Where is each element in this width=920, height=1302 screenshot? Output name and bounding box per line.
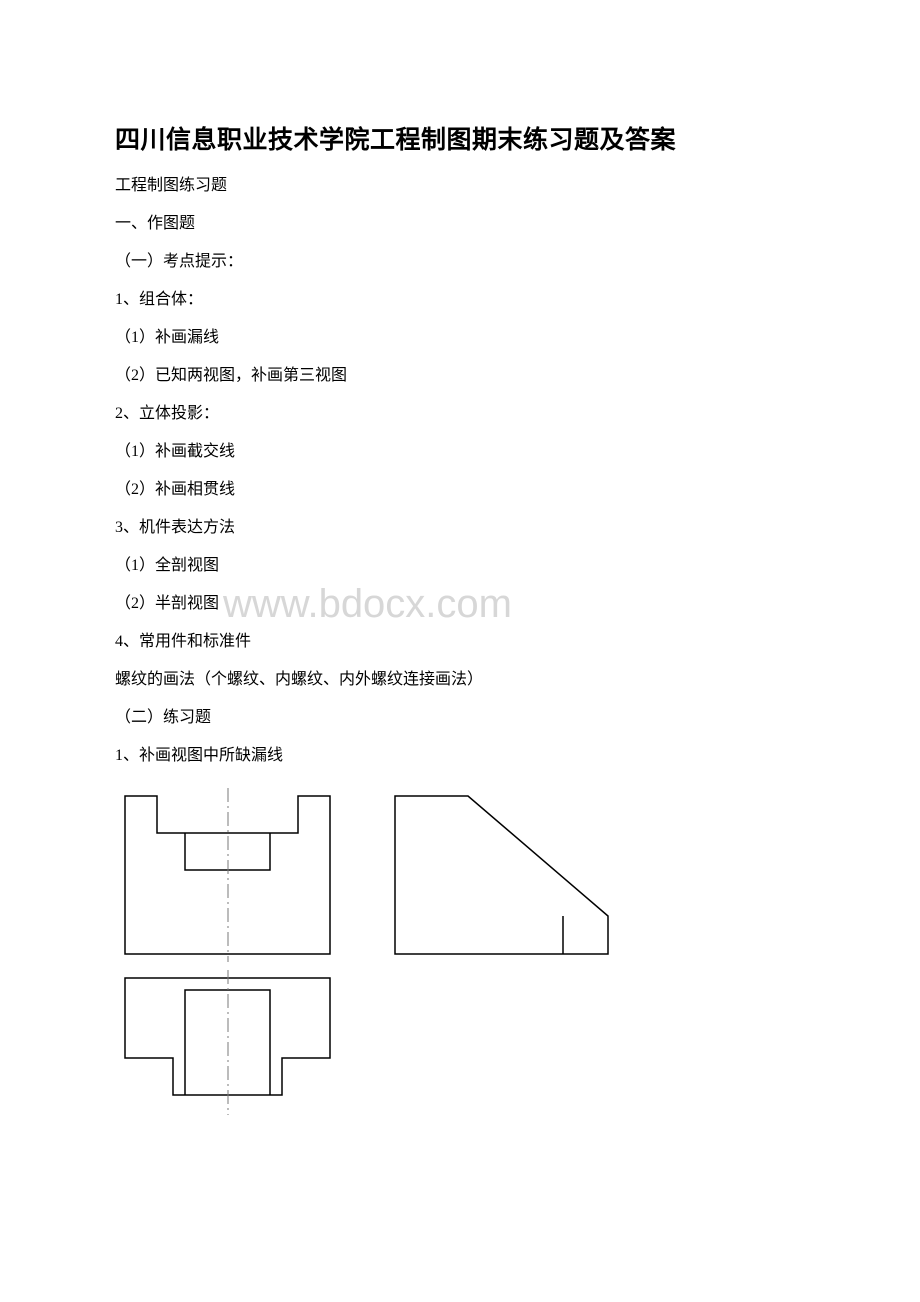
text-line: 1、组合体： (115, 292, 805, 308)
text-line: （1）全剖视图 (115, 558, 805, 574)
page-title: 四川信息职业技术学院工程制图期末练习题及答案 (115, 120, 805, 156)
text-line: （1）补画截交线 (115, 444, 805, 460)
text-line: （2）半剖视图 (115, 596, 805, 612)
text-line: 4、常用件和标准件 (115, 634, 805, 650)
text-line: 螺纹的画法（个螺纹、内螺纹、内外螺纹连接画法） (115, 672, 805, 688)
text-line: （2）补画相贯线 (115, 482, 805, 498)
text-line: （一）考点提示： (115, 254, 805, 270)
engineering-diagram (115, 786, 805, 1146)
text-line: 3、机件表达方法 (115, 520, 805, 536)
text-line: 一、作图题 (115, 216, 805, 232)
text-line: （2）已知两视图，补画第三视图 (115, 368, 805, 384)
text-line: 2、立体投影： (115, 406, 805, 422)
text-line: （1）补画漏线 (115, 330, 805, 346)
diagram-svg (115, 786, 635, 1146)
text-line: （二）练习题 (115, 710, 805, 726)
text-line: 1、补画视图中所缺漏线 (115, 748, 805, 764)
text-line: 工程制图练习题 (115, 178, 805, 194)
